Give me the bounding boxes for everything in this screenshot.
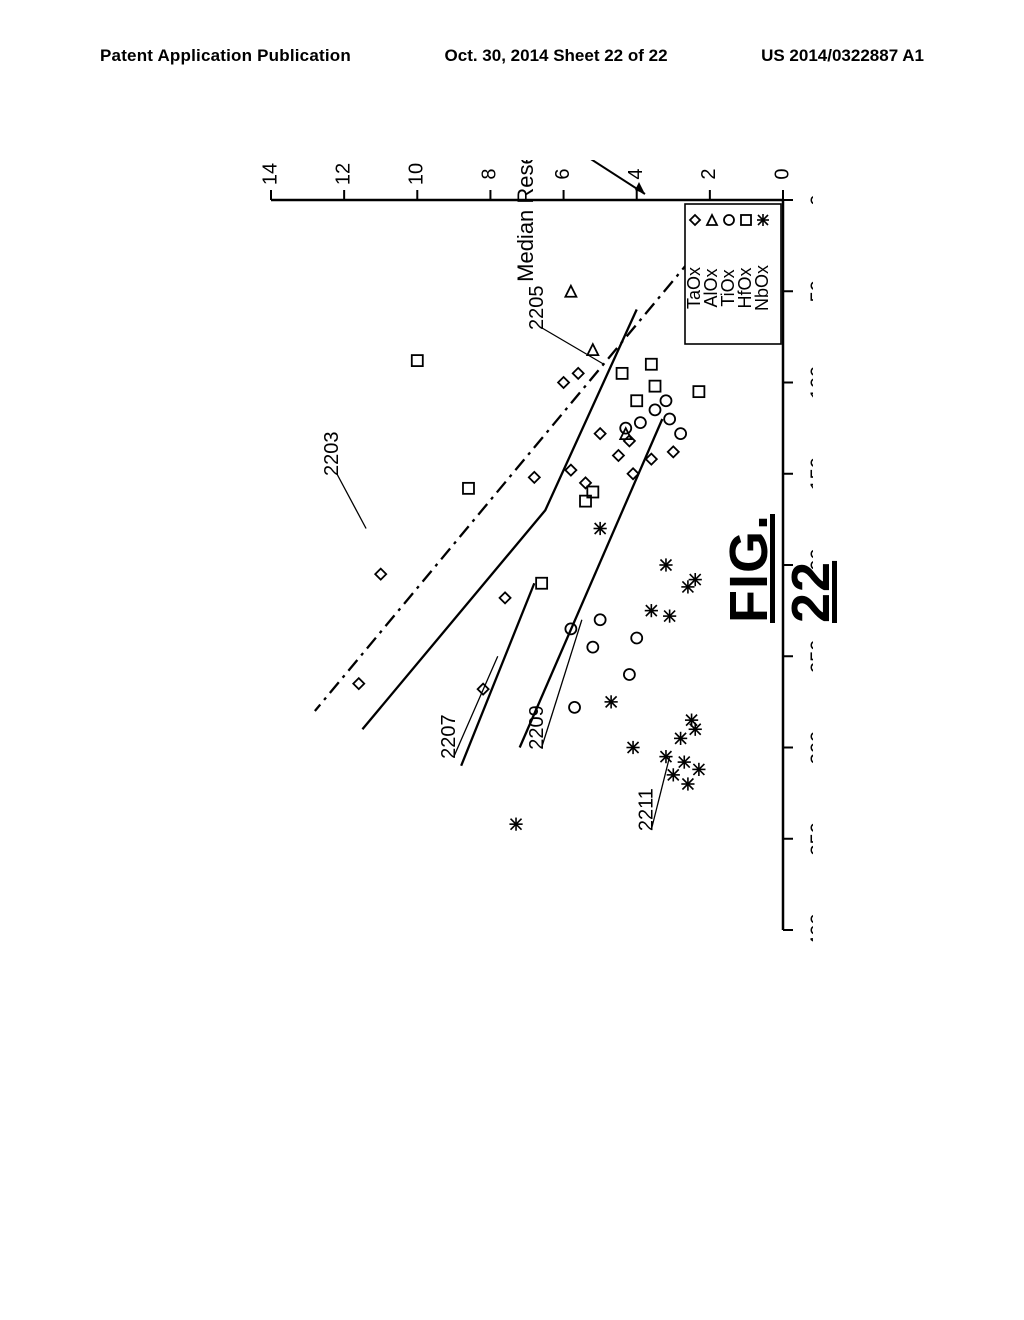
marker-circle [660,395,671,406]
marker-asterisk [663,610,676,623]
marker-diamond [353,678,364,689]
marker-asterisk [594,522,607,535]
figure-caption: FIG. 22 [718,453,842,623]
svg-text:HfOx: HfOx [735,267,755,308]
marker-asterisk [626,741,639,754]
marker-circle [624,669,635,680]
svg-text:10: 10 [406,163,428,185]
marker-circle [635,417,646,428]
marker-diamond [375,569,386,580]
marker-asterisk [659,750,672,763]
marker-asterisk [681,777,694,790]
svg-text:14: 14 [259,163,281,185]
svg-text:2: 2 [698,168,720,179]
marker-triangle [565,286,576,297]
header-center: Oct. 30, 2014 Sheet 22 of 22 [445,46,668,66]
marker-asterisk [692,763,705,776]
svg-text:250: 250 [807,640,813,673]
marker-square [650,381,661,392]
svg-text:TaOx: TaOx [684,267,704,309]
marker-diamond [613,450,624,461]
marker-circle [675,428,686,439]
marker-diamond [500,592,511,603]
header-left: Patent Application Publication [100,46,351,66]
marker-asterisk [667,768,680,781]
svg-text:8: 8 [479,168,501,179]
marker-square [693,386,704,397]
svg-text:2203: 2203 [321,432,343,477]
svg-text:2207: 2207 [438,714,460,759]
chart-legend: NbOxHfOxTiOxAlOxTaOx [684,204,781,344]
marker-square [412,355,423,366]
marker-asterisk [674,732,687,745]
svg-text:2211: 2211 [636,788,658,831]
marker-square [646,359,657,370]
marker-asterisk [659,558,672,571]
svg-text:AlOx: AlOx [701,268,721,307]
page-header: Patent Application Publication Oct. 30, … [0,46,1024,66]
svg-text:NbOx: NbOx [752,265,772,311]
marker-square [536,578,547,589]
svg-text:50: 50 [807,280,813,302]
svg-text:400: 400 [807,913,813,946]
marker-square [463,483,474,494]
svg-text:12: 12 [332,163,354,185]
marker-square [631,395,642,406]
marker-asterisk [757,214,769,226]
marker-diamond [558,377,569,388]
marker-circle [587,642,598,653]
marker-circle [631,633,642,644]
svg-text:0: 0 [771,168,793,179]
marker-diamond [668,446,679,457]
svg-text:6: 6 [552,168,574,179]
svg-text:2209: 2209 [526,705,548,750]
header-right: US 2014/0322887 A1 [761,46,924,66]
marker-asterisk [678,756,691,769]
svg-text:350: 350 [807,822,813,855]
marker-square [617,368,628,379]
svg-text:100: 100 [807,366,813,399]
marker-triangle [587,344,598,355]
svg-text:4: 4 [625,168,647,179]
marker-circle [664,414,675,425]
trendline-2209 [520,419,663,748]
marker-asterisk [509,818,522,831]
svg-text:TiOx: TiOx [718,269,738,306]
figure-container: 02468101214050100150200250300350400Media… [118,160,888,1200]
marker-asterisk [605,695,618,708]
svg-text:300: 300 [807,731,813,764]
marker-asterisk [645,604,658,617]
marker-circle [569,702,580,713]
marker-asterisk [681,580,694,593]
svg-text:0: 0 [807,194,813,205]
marker-diamond [565,465,576,476]
marker-circle [595,614,606,625]
marker-diamond [573,368,584,379]
svg-text:Median Reset Voltage (Volts): Median Reset Voltage (Volts) [513,160,538,282]
marker-diamond [529,472,540,483]
svg-text:2205: 2205 [526,286,548,331]
marker-circle [650,404,661,415]
marker-diamond [595,428,606,439]
marker-asterisk [689,723,702,736]
